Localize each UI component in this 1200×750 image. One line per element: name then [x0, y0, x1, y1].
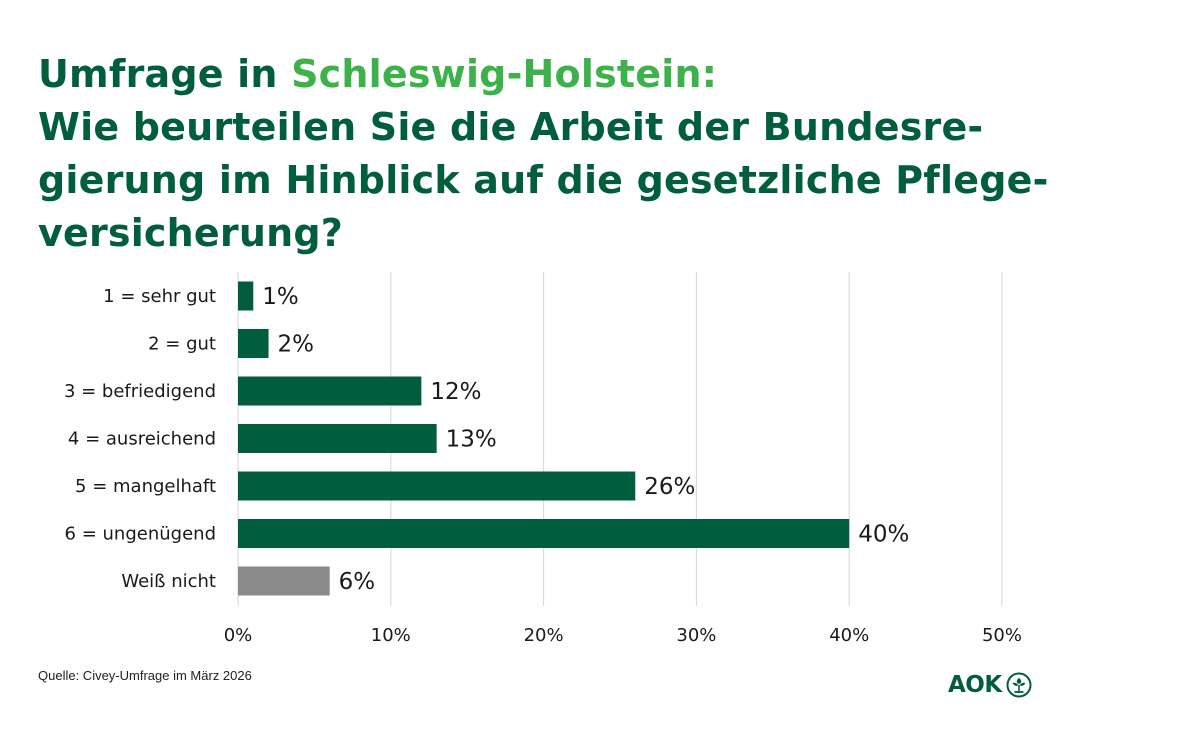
value-label: 6% [339, 569, 376, 595]
x-tick-label: 10% [371, 625, 411, 646]
category-label: 4 = ausreichend [68, 429, 216, 450]
value-label: 2% [278, 332, 315, 358]
category-label: 6 = ungenügend [65, 524, 216, 545]
value-label: 12% [430, 379, 481, 405]
bar [238, 471, 636, 501]
x-tick-label: 0% [224, 625, 253, 646]
bar [238, 376, 422, 406]
title-highlight: Schleswig-Holstein: [291, 52, 718, 96]
x-tick-label: 40% [829, 625, 869, 646]
category-labels: 1 = sehr gut 2 = gut 3 = befriedigend 4 = a… [64, 286, 216, 592]
aok-logo: AOK [948, 668, 1032, 702]
title-prefix: Umfrage in [38, 52, 292, 96]
category-label: 3 = befriedigend [64, 381, 216, 402]
bars [238, 281, 850, 596]
bar [238, 566, 330, 596]
title-line-1: Umfrage in Schleswig-Holstein: [38, 48, 1138, 101]
category-label: Weiß nicht [121, 571, 216, 592]
value-label: 1% [262, 284, 299, 310]
aok-tree-icon [1006, 672, 1032, 698]
bar [238, 329, 269, 358]
chart-title: Umfrage in Schleswig-Holstein: Wie beurt… [38, 48, 1138, 260]
category-label: 5 = mangelhaft [75, 476, 216, 497]
title-line-3: gierung im Hinblick auf die gesetzliche … [38, 158, 1049, 202]
x-tick-label: 50% [982, 625, 1022, 646]
x-tick-label: 20% [524, 625, 564, 646]
value-labels: 1% 2% 12% 13% 26% 40% 6% [262, 284, 909, 595]
value-label: 40% [858, 522, 909, 548]
title-line-2: Wie beurteilen Sie die Arbeit der Bundes… [38, 105, 984, 149]
bar [238, 519, 850, 548]
logo-text: AOK [948, 672, 1002, 698]
source-note: Quelle: Civey-Umfrage im März 2026 [38, 668, 252, 683]
value-label: 13% [446, 427, 497, 453]
bar [238, 281, 254, 311]
bar [238, 424, 437, 453]
title-line-4: versicherung? [38, 211, 343, 255]
x-axis-tick-labels: 0% 10% 20% 30% 40% 50% [224, 625, 1022, 646]
category-label: 2 = gut [148, 334, 216, 355]
value-label: 26% [644, 474, 695, 500]
category-label: 1 = sehr gut [103, 286, 216, 307]
x-tick-label: 30% [676, 625, 716, 646]
